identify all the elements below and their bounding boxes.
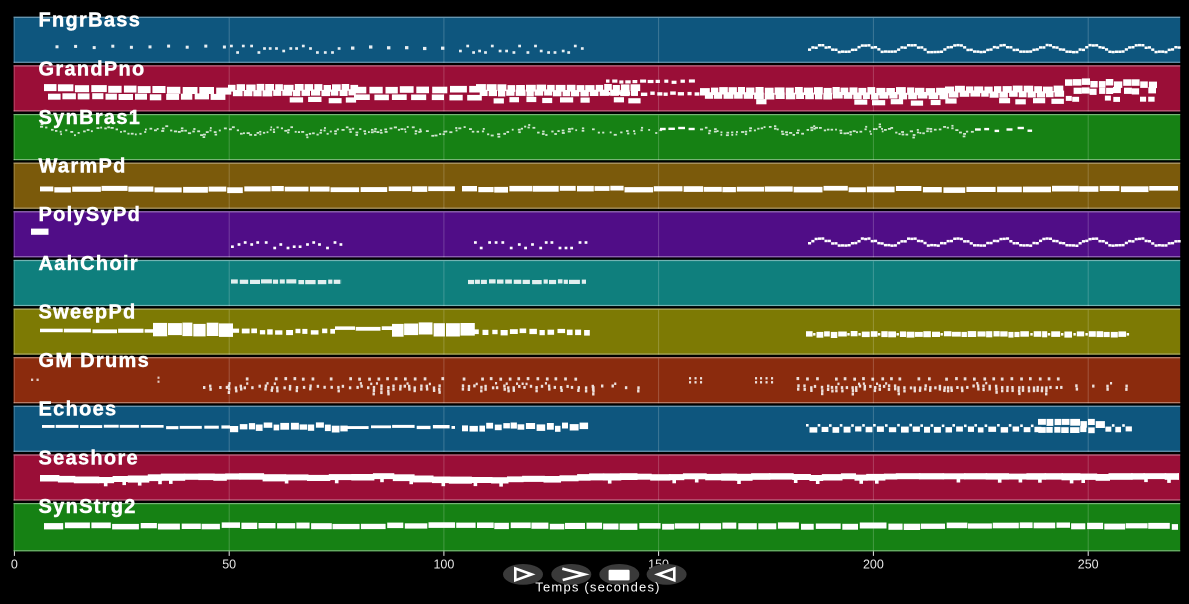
svg-text:Temps (secondes): Temps (secondes) [535, 580, 660, 595]
svg-text:Echoes: Echoes [39, 399, 118, 421]
svg-text:GrandPno: GrandPno [39, 58, 146, 80]
svg-text:FngrBass: FngrBass [39, 10, 142, 32]
svg-text:250: 250 [1078, 558, 1099, 572]
svg-text:0: 0 [11, 558, 18, 572]
svg-text:SynStrg2: SynStrg2 [39, 496, 137, 518]
svg-text:SynBras1: SynBras1 [39, 107, 142, 129]
svg-text:AahChoir: AahChoir [39, 253, 139, 275]
svg-text:PolySyPd: PolySyPd [39, 204, 142, 226]
svg-text:100: 100 [433, 558, 454, 572]
svg-text:50: 50 [222, 558, 236, 572]
svg-text:GM Drums: GM Drums [39, 350, 151, 372]
svg-text:200: 200 [863, 558, 884, 572]
svg-text:WarmPd: WarmPd [39, 156, 127, 178]
svg-text:SweepPd: SweepPd [39, 302, 137, 324]
svg-text:Seashore: Seashore [39, 447, 139, 469]
